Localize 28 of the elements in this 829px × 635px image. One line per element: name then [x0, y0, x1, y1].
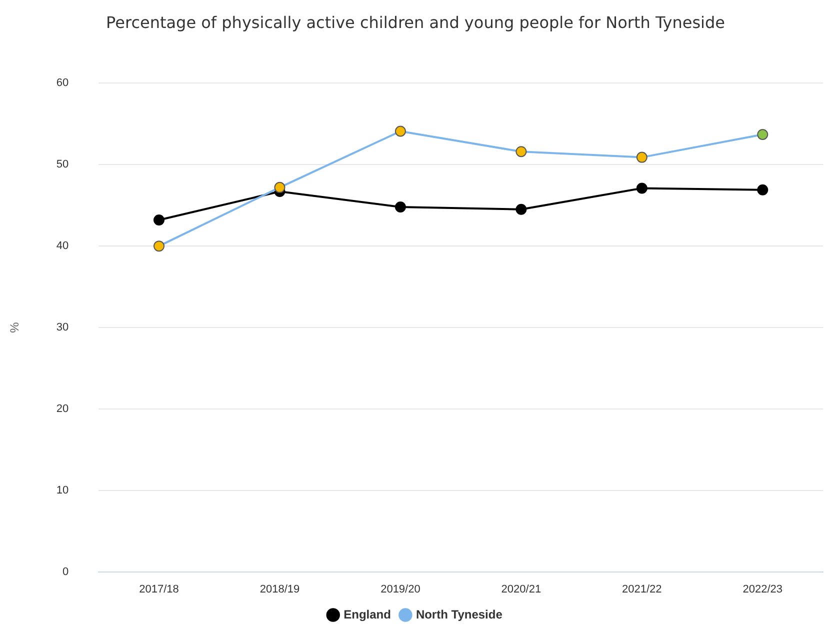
y-tick-label: 30 — [56, 322, 69, 334]
y-tick-label: 0 — [62, 566, 69, 578]
x-tick-label: 2018/19 — [260, 583, 300, 596]
x-tick-label: 2021/22 — [622, 583, 662, 596]
chart-title: Percentage of physically active children and young people for North Tyneside — [106, 12, 725, 32]
point — [636, 152, 648, 163]
y-tick-label: 60 — [56, 77, 69, 90]
legend-label: England — [344, 607, 391, 622]
point — [516, 204, 527, 215]
point — [516, 146, 527, 158]
x-tick-label: 2022/23 — [742, 583, 783, 596]
x-tick-label: 2020/21 — [501, 583, 542, 596]
point — [394, 126, 406, 137]
point — [154, 240, 164, 252]
y-axis-title: % — [8, 322, 22, 333]
point — [394, 201, 406, 212]
y-tick-label: 40 — [56, 240, 69, 252]
point — [757, 129, 768, 140]
x-tick-label: 2017/18 — [139, 583, 179, 596]
point — [757, 184, 768, 196]
y-tick-label: 10 — [56, 484, 69, 496]
point — [274, 182, 286, 193]
legend-label: North Tyneside — [416, 607, 503, 622]
y-tick-label: 20 — [56, 402, 69, 415]
point — [636, 182, 648, 194]
y-tick-label: 50 — [56, 158, 69, 171]
x-tick-label: 2019/20 — [380, 583, 420, 596]
point — [154, 214, 164, 226]
